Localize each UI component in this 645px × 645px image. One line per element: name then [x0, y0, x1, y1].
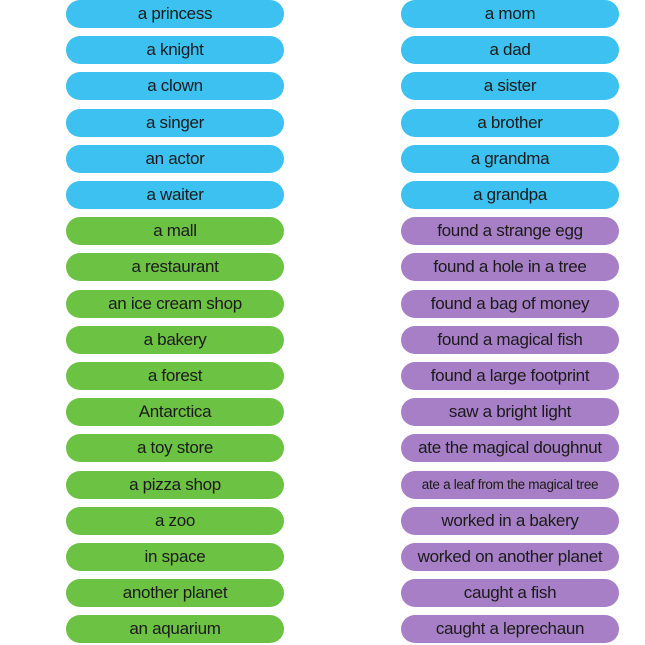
word-stick: a brother: [401, 108, 619, 137]
word-stick: found a large footprint: [401, 362, 619, 390]
word-stick: caught a leprechaun: [401, 615, 619, 644]
word-stick: a bakery: [66, 325, 284, 354]
word-stick: a forest: [66, 362, 284, 390]
word-stick: an aquarium: [66, 615, 284, 644]
word-stick: a mall: [66, 217, 284, 246]
word-stick: an actor: [66, 144, 284, 173]
word-stick: a grandma: [401, 144, 619, 173]
word-stick: found a hole in a tree: [401, 253, 619, 282]
word-stick: a restaurant: [66, 253, 284, 282]
word-stick: saw a bright light: [401, 398, 619, 427]
word-stick: a princess: [66, 0, 284, 28]
word-stick: a pizza shop: [66, 470, 284, 499]
word-stick: a mom: [401, 0, 619, 28]
word-stick: found a strange egg: [401, 217, 619, 246]
word-stick: found a bag of money: [401, 289, 619, 318]
word-stick: a grandpa: [401, 181, 619, 209]
word-stick: a toy store: [66, 434, 284, 463]
word-stick: worked in a bakery: [401, 506, 619, 535]
word-stick: ate the magical doughnut: [401, 434, 619, 463]
word-stick: Antarctica: [66, 398, 284, 427]
word-stick: a dad: [401, 36, 619, 65]
word-stick: a knight: [66, 36, 284, 65]
word-stick: ate a leaf from the magical tree: [401, 470, 619, 499]
word-stick: a sister: [401, 72, 619, 101]
word-stick: in space: [66, 543, 284, 571]
word-stick: found a magical fish: [401, 325, 619, 354]
word-stick: a singer: [66, 108, 284, 137]
word-stick: worked on another planet: [401, 543, 619, 571]
word-stick: caught a fish: [401, 579, 619, 608]
word-stick: an ice cream shop: [66, 289, 284, 318]
word-stick: another planet: [66, 579, 284, 608]
word-stick: a clown: [66, 72, 284, 101]
word-stick: a waiter: [66, 181, 284, 209]
word-stick: a zoo: [66, 506, 284, 535]
